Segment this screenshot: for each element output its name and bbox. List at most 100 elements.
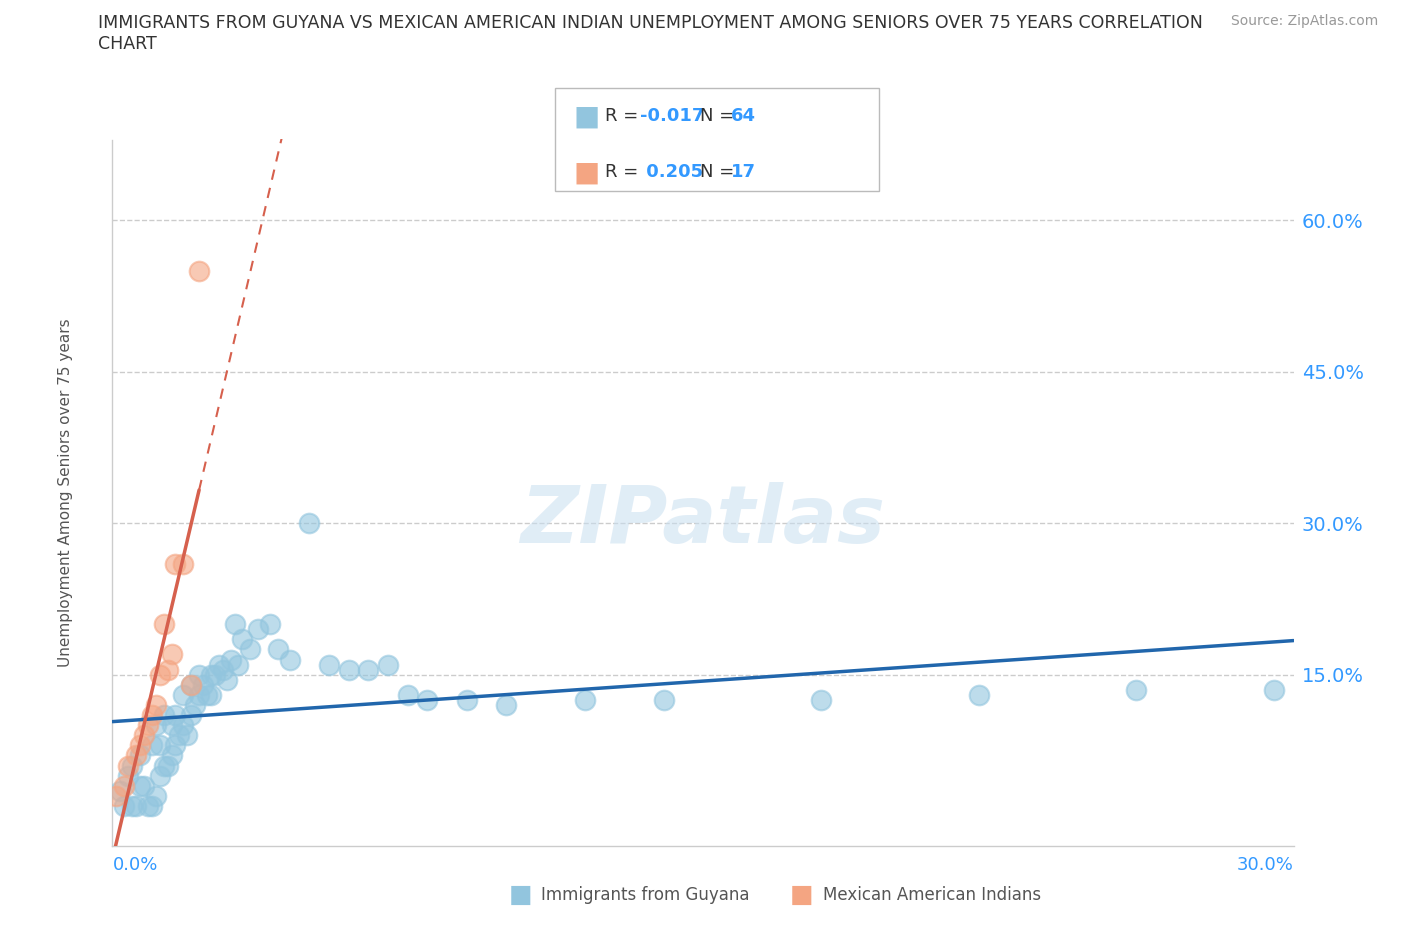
Point bbox=[224, 617, 246, 631]
Point bbox=[132, 778, 155, 793]
Point bbox=[180, 677, 202, 692]
Point bbox=[231, 631, 253, 646]
Point bbox=[132, 728, 155, 743]
Point bbox=[149, 667, 172, 682]
Point bbox=[176, 728, 198, 743]
Point bbox=[156, 662, 179, 677]
Point bbox=[156, 758, 179, 773]
Point bbox=[152, 758, 174, 773]
Point bbox=[495, 698, 517, 712]
Text: CHART: CHART bbox=[98, 35, 157, 53]
Point bbox=[141, 708, 163, 723]
Point bbox=[574, 693, 596, 708]
Text: Source: ZipAtlas.com: Source: ZipAtlas.com bbox=[1230, 14, 1378, 28]
Point bbox=[396, 687, 419, 702]
Point bbox=[357, 662, 380, 677]
Text: R =: R = bbox=[605, 107, 644, 126]
Text: ■: ■ bbox=[574, 158, 600, 186]
Text: ■: ■ bbox=[790, 883, 813, 907]
Point bbox=[165, 737, 187, 752]
Point bbox=[208, 658, 231, 672]
Point bbox=[149, 768, 172, 783]
Point bbox=[204, 667, 226, 682]
Point bbox=[129, 748, 152, 763]
Point bbox=[172, 556, 194, 571]
Point bbox=[117, 758, 139, 773]
Text: -0.017: -0.017 bbox=[640, 107, 704, 126]
Text: ZIPatlas: ZIPatlas bbox=[520, 482, 886, 560]
Point bbox=[239, 642, 262, 657]
Point bbox=[136, 718, 159, 733]
Text: 17: 17 bbox=[731, 163, 756, 181]
Point bbox=[141, 799, 163, 814]
Point bbox=[215, 672, 238, 687]
Point bbox=[200, 667, 222, 682]
Text: Immigrants from Guyana: Immigrants from Guyana bbox=[541, 885, 749, 904]
Text: 64: 64 bbox=[731, 107, 756, 126]
Point bbox=[1263, 683, 1285, 698]
Point bbox=[152, 617, 174, 631]
Point bbox=[416, 693, 439, 708]
Point bbox=[191, 677, 214, 692]
Point bbox=[129, 737, 152, 752]
Point bbox=[121, 758, 143, 773]
Point bbox=[152, 708, 174, 723]
Point bbox=[967, 687, 990, 702]
Point bbox=[105, 789, 128, 804]
Point bbox=[165, 556, 187, 571]
Point bbox=[337, 662, 360, 677]
Point bbox=[180, 677, 202, 692]
Point bbox=[228, 658, 250, 672]
Text: IMMIGRANTS FROM GUYANA VS MEXICAN AMERICAN INDIAN UNEMPLOYMENT AMONG SENIORS OVE: IMMIGRANTS FROM GUYANA VS MEXICAN AMERIC… bbox=[98, 14, 1204, 32]
Text: 30.0%: 30.0% bbox=[1237, 856, 1294, 873]
Point bbox=[125, 748, 148, 763]
Point bbox=[136, 799, 159, 814]
Point bbox=[117, 768, 139, 783]
Point bbox=[121, 799, 143, 814]
Point bbox=[180, 708, 202, 723]
Point bbox=[278, 652, 301, 667]
Point bbox=[377, 658, 399, 672]
Y-axis label: Unemployment Among Seniors over 75 years: Unemployment Among Seniors over 75 years bbox=[58, 319, 73, 667]
Text: R =: R = bbox=[605, 163, 644, 181]
Point bbox=[112, 778, 135, 793]
Text: ■: ■ bbox=[574, 102, 600, 130]
Text: ■: ■ bbox=[509, 883, 531, 907]
Text: Mexican American Indians: Mexican American Indians bbox=[823, 885, 1040, 904]
Point bbox=[652, 693, 675, 708]
Point bbox=[200, 687, 222, 702]
Point bbox=[188, 687, 211, 702]
Point bbox=[160, 647, 183, 662]
Point bbox=[110, 783, 132, 798]
Point bbox=[125, 799, 148, 814]
Point bbox=[172, 687, 194, 702]
Point bbox=[149, 737, 172, 752]
Point bbox=[145, 718, 167, 733]
Point bbox=[165, 708, 187, 723]
Point bbox=[188, 667, 211, 682]
Point bbox=[259, 617, 281, 631]
Point bbox=[172, 718, 194, 733]
Point bbox=[1125, 683, 1147, 698]
Text: 0.0%: 0.0% bbox=[112, 856, 157, 873]
Point bbox=[298, 516, 321, 531]
Point bbox=[247, 622, 270, 637]
Point bbox=[267, 642, 290, 657]
Point bbox=[160, 718, 183, 733]
Text: N =: N = bbox=[700, 163, 740, 181]
Point bbox=[219, 652, 242, 667]
Text: 0.205: 0.205 bbox=[640, 163, 703, 181]
Point bbox=[318, 658, 340, 672]
Point bbox=[129, 778, 152, 793]
Point bbox=[145, 789, 167, 804]
Point bbox=[184, 698, 207, 712]
Point bbox=[145, 698, 167, 712]
Point bbox=[195, 687, 218, 702]
Point bbox=[160, 748, 183, 763]
Point bbox=[211, 662, 233, 677]
Point bbox=[810, 693, 832, 708]
Point bbox=[456, 693, 478, 708]
Point bbox=[141, 737, 163, 752]
Point bbox=[112, 799, 135, 814]
Text: N =: N = bbox=[700, 107, 740, 126]
